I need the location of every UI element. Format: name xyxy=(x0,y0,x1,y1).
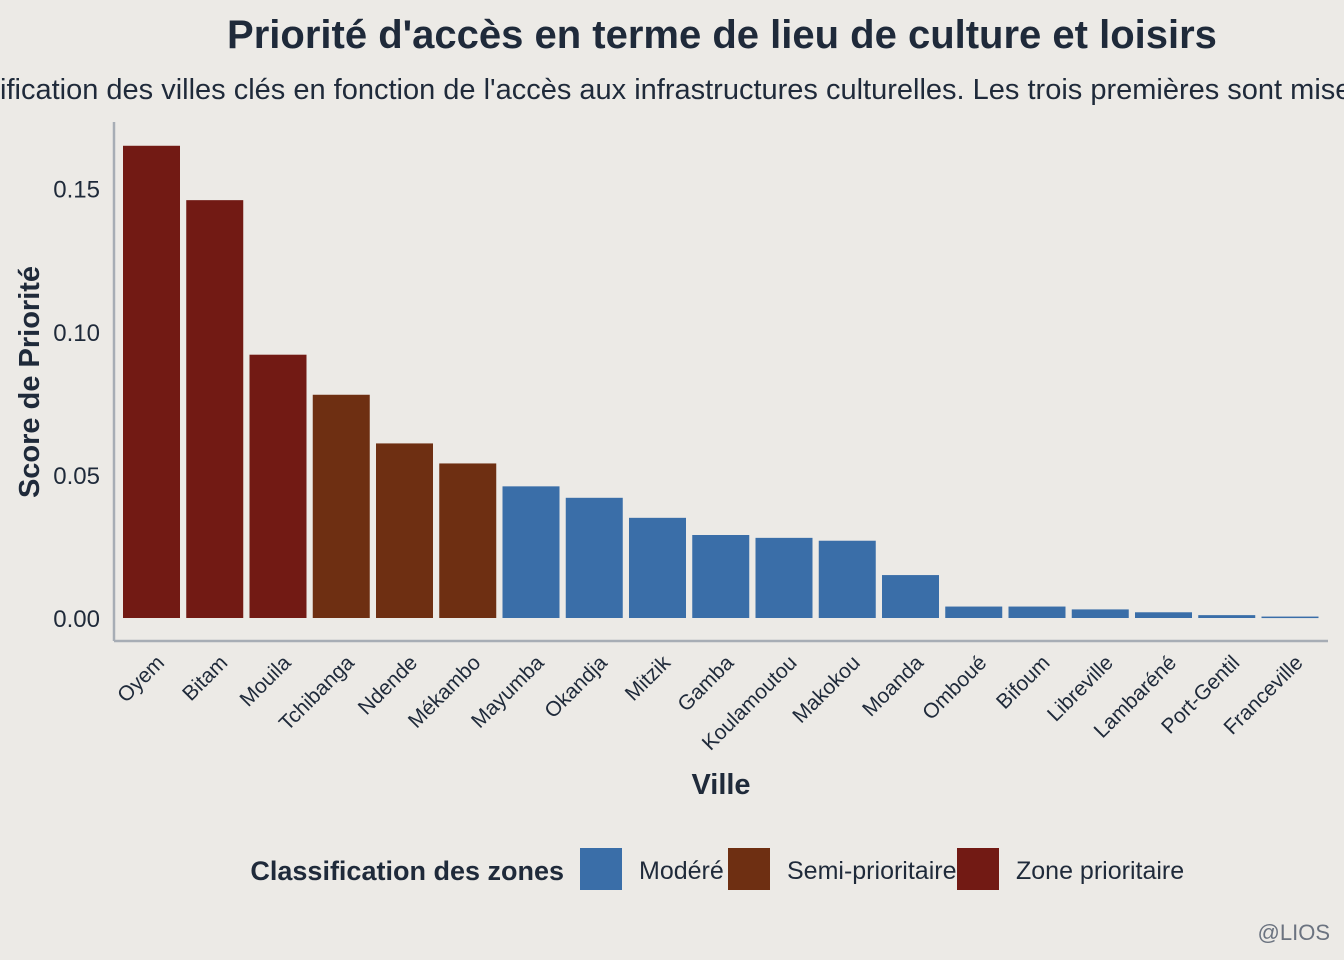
y-tick-label: 0.00 xyxy=(53,606,100,633)
legend-key xyxy=(957,848,999,890)
y-axis-title: Score de Priorité xyxy=(14,266,46,498)
x-axis-title: Ville xyxy=(691,769,750,801)
bar-ndende xyxy=(376,443,433,618)
legend-items: Modéré Semi-prioritaire Zone prioritaire xyxy=(580,848,1184,890)
x-tick-label: Makokou xyxy=(788,651,865,728)
bar-lambaréné xyxy=(1135,612,1192,618)
bar-moanda xyxy=(882,575,939,618)
legend-key xyxy=(728,848,770,890)
y-ticks: 0.00 0.05 0.10 0.15 xyxy=(53,177,100,633)
chart-subtitle: ification des villes clés en fonction de… xyxy=(0,74,1344,106)
x-tick-label: Omboué xyxy=(918,651,991,724)
chart-title: Priorité d'accès en terme de lieu de cul… xyxy=(227,13,1217,57)
bar-okandja xyxy=(565,497,623,618)
y-tick-label: 0.05 xyxy=(53,463,100,490)
bar-gamba xyxy=(692,535,750,618)
bar-omboué xyxy=(945,606,1003,618)
legend-label: Modéré xyxy=(639,857,724,885)
x-tick-label: Oyem xyxy=(113,651,169,707)
caption: @LIOS xyxy=(1258,920,1330,945)
legend-label: Semi-prioritaire xyxy=(787,857,956,885)
bar-koulamoutou xyxy=(755,537,813,618)
bar-mayumba xyxy=(502,486,560,618)
legend-title: Classification des zones xyxy=(250,856,564,886)
bar-libreville xyxy=(1071,609,1129,618)
x-tick-label: Mitzik xyxy=(621,651,676,706)
bar-mitzik xyxy=(629,517,686,618)
bar-port-gentil xyxy=(1198,615,1256,618)
x-tick-label: Bitam xyxy=(178,651,232,705)
x-tick-label: Bifoum xyxy=(992,651,1054,713)
legend-key xyxy=(580,848,622,890)
legend: Classification des zones Modéré Semi-prio… xyxy=(250,848,1184,890)
x-tick-label: Mouila xyxy=(236,651,296,711)
x-tick-label: Okandja xyxy=(540,651,612,723)
legend-label: Zone prioritaire xyxy=(1016,857,1184,885)
y-tick-label: 0.10 xyxy=(53,320,100,347)
bar-bifoum xyxy=(1008,606,1066,618)
bar-oyem xyxy=(123,145,180,618)
bar-mékambo xyxy=(439,463,497,618)
bars xyxy=(123,145,1319,619)
bar-tchibanga xyxy=(312,394,370,618)
x-ticks: Oyem Bitam MouilaTchibangaNdendeMékamboMay… xyxy=(113,651,1307,755)
bar-mouila xyxy=(249,354,307,618)
bar-makokou xyxy=(818,540,876,618)
y-tick-label: 0.15 xyxy=(53,177,100,204)
x-tick-label: Moanda xyxy=(858,651,928,721)
plot-area: 0.00 0.05 0.10 0.15 Oyem Bitam MouilaTchibang… xyxy=(53,122,1328,755)
bar-bitam xyxy=(186,200,244,618)
bar-franceville xyxy=(1261,616,1319,619)
